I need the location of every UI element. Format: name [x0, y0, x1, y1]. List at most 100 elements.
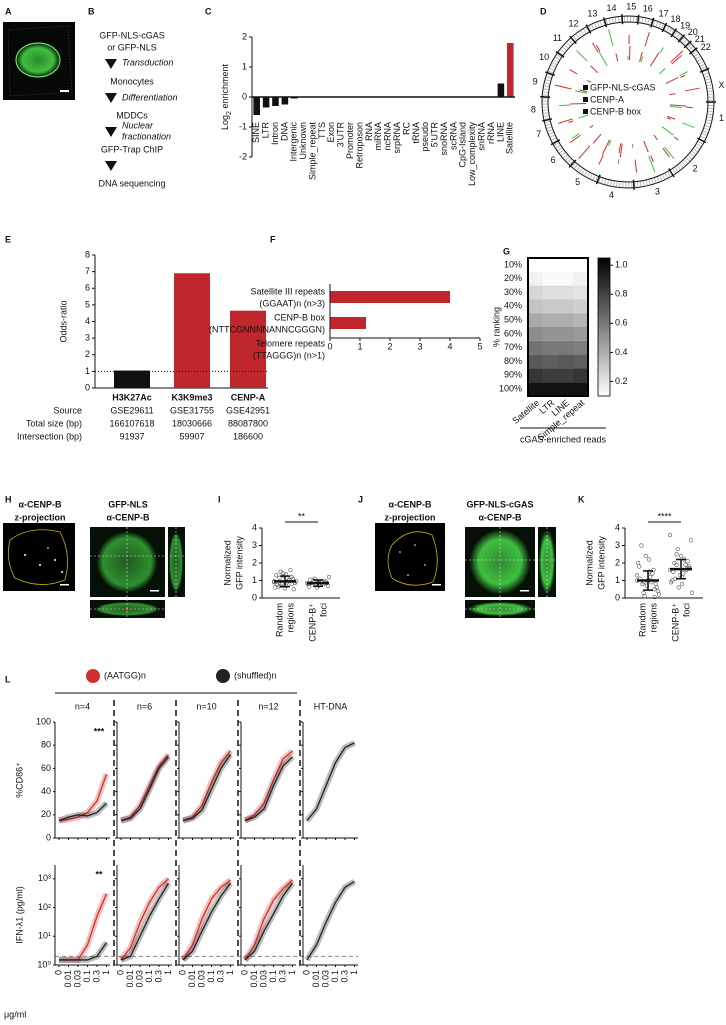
- row-label: 80%: [504, 356, 522, 366]
- dot: [307, 584, 312, 589]
- significance-label: **: [298, 511, 306, 521]
- chromosome-label: 16: [643, 3, 653, 13]
- circos-track: [589, 125, 594, 129]
- panel-letter: D: [540, 6, 547, 16]
- chromosome-label: 21: [695, 34, 705, 44]
- group-label: n=6: [137, 701, 152, 711]
- bar: [174, 273, 210, 388]
- table-cell: 59907: [179, 431, 204, 441]
- dot: [289, 581, 294, 587]
- circos-track: [618, 143, 622, 154]
- chromosome-label: 22: [701, 42, 711, 52]
- chromosome-boundary: [699, 67, 710, 73]
- y-tick-label: 1: [242, 61, 247, 71]
- circos-track: [639, 51, 643, 62]
- dot: [639, 543, 644, 548]
- x-tick-label: 0: [115, 970, 125, 975]
- y-tick-label: 5: [85, 299, 90, 309]
- flow-step: or GFP-NLS: [107, 42, 157, 52]
- chromosome-boundary: [585, 24, 592, 34]
- view-label: xy: [92, 526, 102, 536]
- heat-cell: [528, 368, 543, 383]
- x-tick-label: Intron: [270, 122, 280, 145]
- x-tick-label: SINE: [251, 122, 261, 143]
- channel-label: α-CENP-B: [106, 512, 150, 522]
- y-tick-label: (TTAGGG)n (n>1): [253, 350, 325, 360]
- view-label: yz: [170, 526, 180, 536]
- x-tick-label: 1: [163, 970, 173, 975]
- flow-arrow: [105, 59, 117, 69]
- row-label: 20%: [504, 273, 522, 283]
- x-tick-label: LINE: [495, 122, 505, 142]
- row-label: 100%: [499, 383, 522, 393]
- y-axis-label-part: Log: [220, 115, 230, 130]
- circos-track: [598, 51, 608, 66]
- circos-track: [650, 155, 654, 163]
- x-tick-label: TTS: [317, 122, 327, 139]
- line-series: [120, 878, 169, 961]
- chromosome-label: 10: [539, 52, 549, 62]
- heat-cell: [558, 299, 573, 314]
- bar: [253, 97, 260, 115]
- heat-cell: [528, 327, 543, 341]
- flow-step: MDDCs: [116, 110, 148, 120]
- legend-swatch: [583, 97, 588, 102]
- y-tick-label: 60: [41, 763, 51, 773]
- y-tick-label: 0: [615, 592, 620, 602]
- bar: [507, 43, 514, 97]
- bar: [272, 97, 279, 106]
- channel-label: α-CENP-B: [478, 512, 522, 522]
- flow-step: GFP-Trap ChIP: [101, 144, 163, 154]
- heat-cell: [573, 382, 588, 396]
- group-label: n=12: [258, 701, 278, 711]
- chromosome-boundary: [696, 137, 707, 144]
- circos-track: [659, 47, 664, 54]
- circos-track: [608, 140, 612, 147]
- y-tick-label: 1: [615, 575, 620, 585]
- chromosome-label: 6: [551, 155, 556, 165]
- heat-cell: [543, 299, 558, 314]
- chromosome-label: 17: [659, 8, 669, 18]
- heat-cell: [558, 382, 573, 396]
- dot: [648, 574, 653, 580]
- x-tick-label: tRNA: [411, 122, 421, 144]
- x-tick-label: 0.3: [153, 970, 163, 983]
- x-tick-label: rRNA: [486, 122, 496, 144]
- x-tick-label: CENP-B⁺: [670, 603, 680, 642]
- chromosome-boundary: [621, 14, 624, 25]
- chromosome-boundary: [555, 50, 565, 58]
- y-tick-label: -1: [239, 121, 247, 131]
- circos-track: [685, 106, 693, 109]
- circos-track: [598, 154, 604, 165]
- flow-step: GFP-NLS-cGAS: [99, 30, 165, 40]
- x-tick-label: 0: [239, 970, 249, 975]
- colorbar-label: 0.4: [615, 347, 628, 357]
- y-tick-label: 4: [252, 522, 257, 532]
- x-tick-label: Simple_repeat: [307, 122, 317, 181]
- line-series: [182, 879, 231, 961]
- circos-track: [665, 77, 679, 85]
- circos-track: [569, 134, 581, 144]
- colorbar: [597, 257, 611, 397]
- column-label: Satellite: [510, 398, 541, 426]
- line-series: [120, 882, 170, 961]
- y-axis-label: Normalized: [584, 540, 594, 586]
- flow-action: fractionation: [122, 131, 171, 141]
- dot: [670, 578, 675, 583]
- y-tick-label: 100: [36, 716, 51, 726]
- colorbar-label: 0.8: [615, 289, 628, 299]
- heatmap-border: [527, 257, 589, 397]
- heat-cell: [528, 382, 543, 396]
- heat-cell: [543, 271, 558, 286]
- x-tick-label: Unknown: [298, 122, 308, 160]
- flow-step: DNA sequencing: [98, 178, 165, 188]
- circos-track: [674, 136, 679, 141]
- y-axis-label: GFP intensity: [234, 536, 244, 590]
- y-tick-label: 1: [252, 575, 257, 585]
- circos-track: [554, 84, 572, 90]
- x-tick-label: 0: [53, 970, 63, 975]
- circos-track: [619, 143, 623, 158]
- legend-swatch: [583, 109, 588, 114]
- y-tick-label: 4: [85, 316, 90, 326]
- flow-step: Monocytes: [110, 76, 154, 86]
